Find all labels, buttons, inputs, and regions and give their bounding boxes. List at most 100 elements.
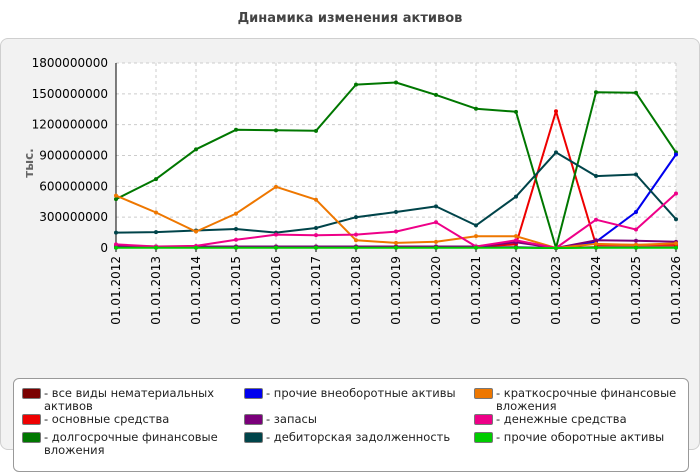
data-point [154, 211, 158, 215]
data-point [314, 226, 318, 230]
data-point [594, 174, 598, 178]
data-point [154, 230, 158, 234]
legend-item: - долгосрочные финансовые вложения [22, 431, 237, 457]
data-point [394, 210, 398, 214]
legend-item: - прочие внеоборотные активы [244, 387, 459, 400]
data-point [434, 220, 438, 224]
data-point [594, 218, 598, 222]
y-tick-label: 1800000000 [32, 56, 108, 70]
data-point [474, 234, 478, 238]
x-tick-label: 01.01.2023 [549, 256, 563, 325]
gridlines [116, 63, 676, 248]
legend-label: - денежные средства [474, 413, 689, 426]
data-point [434, 246, 438, 250]
data-point [274, 185, 278, 189]
x-tick-label: 01.01.2018 [349, 256, 363, 325]
legend-label: - дебиторская задолженность [244, 431, 459, 444]
legend-swatch [474, 414, 493, 425]
data-point [514, 234, 518, 238]
data-point [234, 238, 238, 242]
y-tick-label: 300000000 [39, 210, 108, 224]
data-point [634, 173, 638, 177]
data-point [354, 246, 358, 250]
data-point [354, 238, 358, 242]
data-point [394, 81, 398, 85]
data-point [514, 238, 518, 242]
data-point [674, 246, 678, 250]
legend-item: - денежные средства [474, 413, 689, 426]
data-point [514, 246, 518, 250]
legend-item: - прочие оборотные активы [474, 431, 689, 444]
legend-swatch [22, 388, 41, 399]
x-tick-label: 01.01.2019 [389, 256, 403, 325]
legend-item: - основные средства [22, 413, 237, 426]
data-point [154, 177, 158, 181]
x-tick-label: 01.01.2016 [269, 256, 283, 325]
x-tick-label: 01.01.2014 [189, 256, 203, 325]
data-point [674, 192, 678, 196]
legend-label: - все виды нематериальных активов [22, 387, 237, 413]
y-axis-title: тыс. [22, 148, 36, 177]
x-tick-label: 01.01.2017 [309, 256, 323, 325]
data-point [234, 246, 238, 250]
legend-label: - прочие оборотные активы [474, 431, 689, 444]
legend-swatch [244, 432, 263, 443]
x-tick-label: 01.01.2015 [229, 256, 243, 325]
data-point [274, 246, 278, 250]
legend-label: - краткосрочные финансовые вложения [474, 387, 689, 413]
data-point [114, 231, 118, 235]
data-point [154, 246, 158, 250]
legend-swatch [244, 414, 263, 425]
legend-swatch [474, 388, 493, 399]
y-tick-label: 0 [100, 241, 108, 255]
y-tick-label: 600000000 [39, 179, 108, 193]
data-point [274, 128, 278, 132]
data-point [594, 242, 598, 246]
legend-swatch [244, 388, 263, 399]
data-point [674, 217, 678, 221]
data-point [114, 246, 118, 250]
data-point [474, 107, 478, 111]
data-point [554, 109, 558, 113]
x-tick-label: 01.01.2022 [509, 256, 523, 325]
data-point [674, 241, 678, 245]
legend-swatch [22, 414, 41, 425]
data-point [194, 246, 198, 250]
legend-item: - запасы [244, 413, 459, 426]
y-tick-label: 1200000000 [32, 118, 108, 132]
data-point [634, 91, 638, 95]
data-point [634, 228, 638, 232]
data-point [594, 246, 598, 250]
data-point [474, 223, 478, 227]
data-point [434, 204, 438, 208]
legend-swatch [474, 432, 493, 443]
data-point [514, 195, 518, 199]
data-point [234, 212, 238, 216]
data-point [314, 129, 318, 133]
data-point [514, 110, 518, 114]
data-point [594, 90, 598, 94]
data-point [394, 246, 398, 250]
data-point [354, 233, 358, 237]
data-point [634, 239, 638, 243]
data-point [194, 147, 198, 151]
data-point [554, 150, 558, 154]
legend-item: - дебиторская задолженность [244, 431, 459, 444]
legend-label: - основные средства [22, 413, 237, 426]
data-point [394, 230, 398, 234]
data-point [434, 93, 438, 97]
legend: - все виды нематериальных активов- основ… [13, 378, 689, 472]
legend-label: - запасы [244, 413, 459, 426]
data-point [394, 241, 398, 245]
data-point [434, 240, 438, 244]
data-point [634, 246, 638, 250]
legend-label: - прочие внеоборотные активы [244, 387, 459, 400]
data-point [114, 197, 118, 201]
legend-item: - все виды нематериальных активов [22, 387, 237, 413]
data-point [554, 246, 558, 250]
chart-title: Динамика изменения активов [0, 11, 700, 26]
x-tick-label: 01.01.2012 [109, 256, 123, 325]
legend-swatch [22, 432, 41, 443]
data-point [674, 152, 678, 156]
